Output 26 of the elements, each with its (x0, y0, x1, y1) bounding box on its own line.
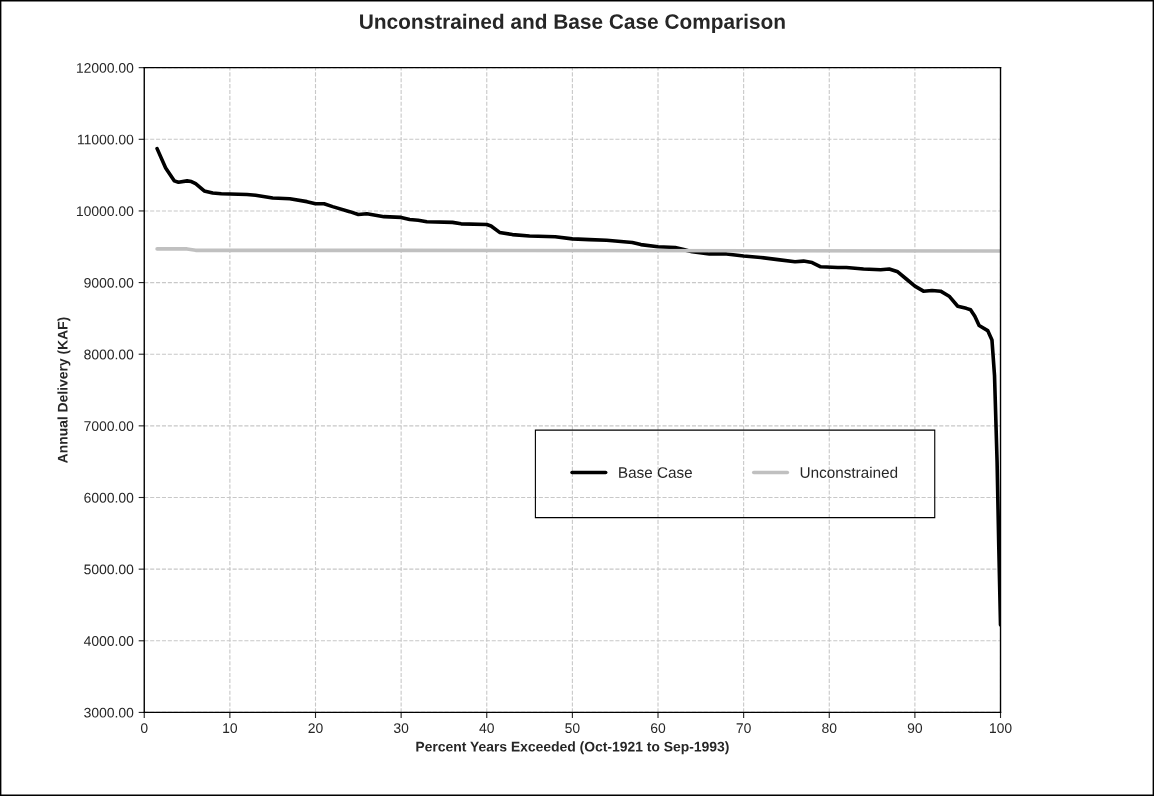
legend-label: Base Case (619, 467, 692, 478)
x-tick-label: 100 (989, 723, 1012, 734)
x-tick-label: 50 (565, 723, 580, 734)
x-tick-label: 70 (736, 723, 751, 734)
x-axis-title: Percent Years Exceeded (Oct-1921 to Sep-1993) (416, 741, 729, 755)
x-tick-label: 80 (822, 723, 837, 734)
chart-title: Unconstrained and Base Case Comparison (360, 13, 785, 34)
y-tick-label: 4000.00 (83, 636, 134, 646)
y-tick-label: 3000.00 (84, 707, 134, 718)
legend-label: Unconstrained (800, 466, 898, 478)
x-tick-label: 60 (650, 723, 666, 734)
y-tick-label: 11000.00 (77, 134, 134, 145)
y-tick-label: 6000.00 (84, 492, 134, 503)
x-tick-label: 10 (223, 723, 238, 734)
y-tick-label: 9000.00 (84, 277, 134, 288)
x-tick-label: 30 (393, 723, 409, 734)
x-tick-label: 0 (140, 723, 148, 734)
y-tick-label: 12000.00 (76, 62, 134, 73)
y-tick-label: 8000.00 (84, 349, 134, 360)
x-tick-label: 40 (479, 723, 494, 734)
x-tick-label: 20 (308, 723, 323, 734)
y-tick-label: 10000.00 (76, 206, 134, 217)
x-tick-label: 90 (907, 723, 923, 734)
y-tick-label: 7000.00 (84, 421, 134, 432)
y-tick-label: 5000.00 (84, 564, 134, 575)
y-axis-title: Annual Delivery (KAF) (57, 317, 71, 463)
